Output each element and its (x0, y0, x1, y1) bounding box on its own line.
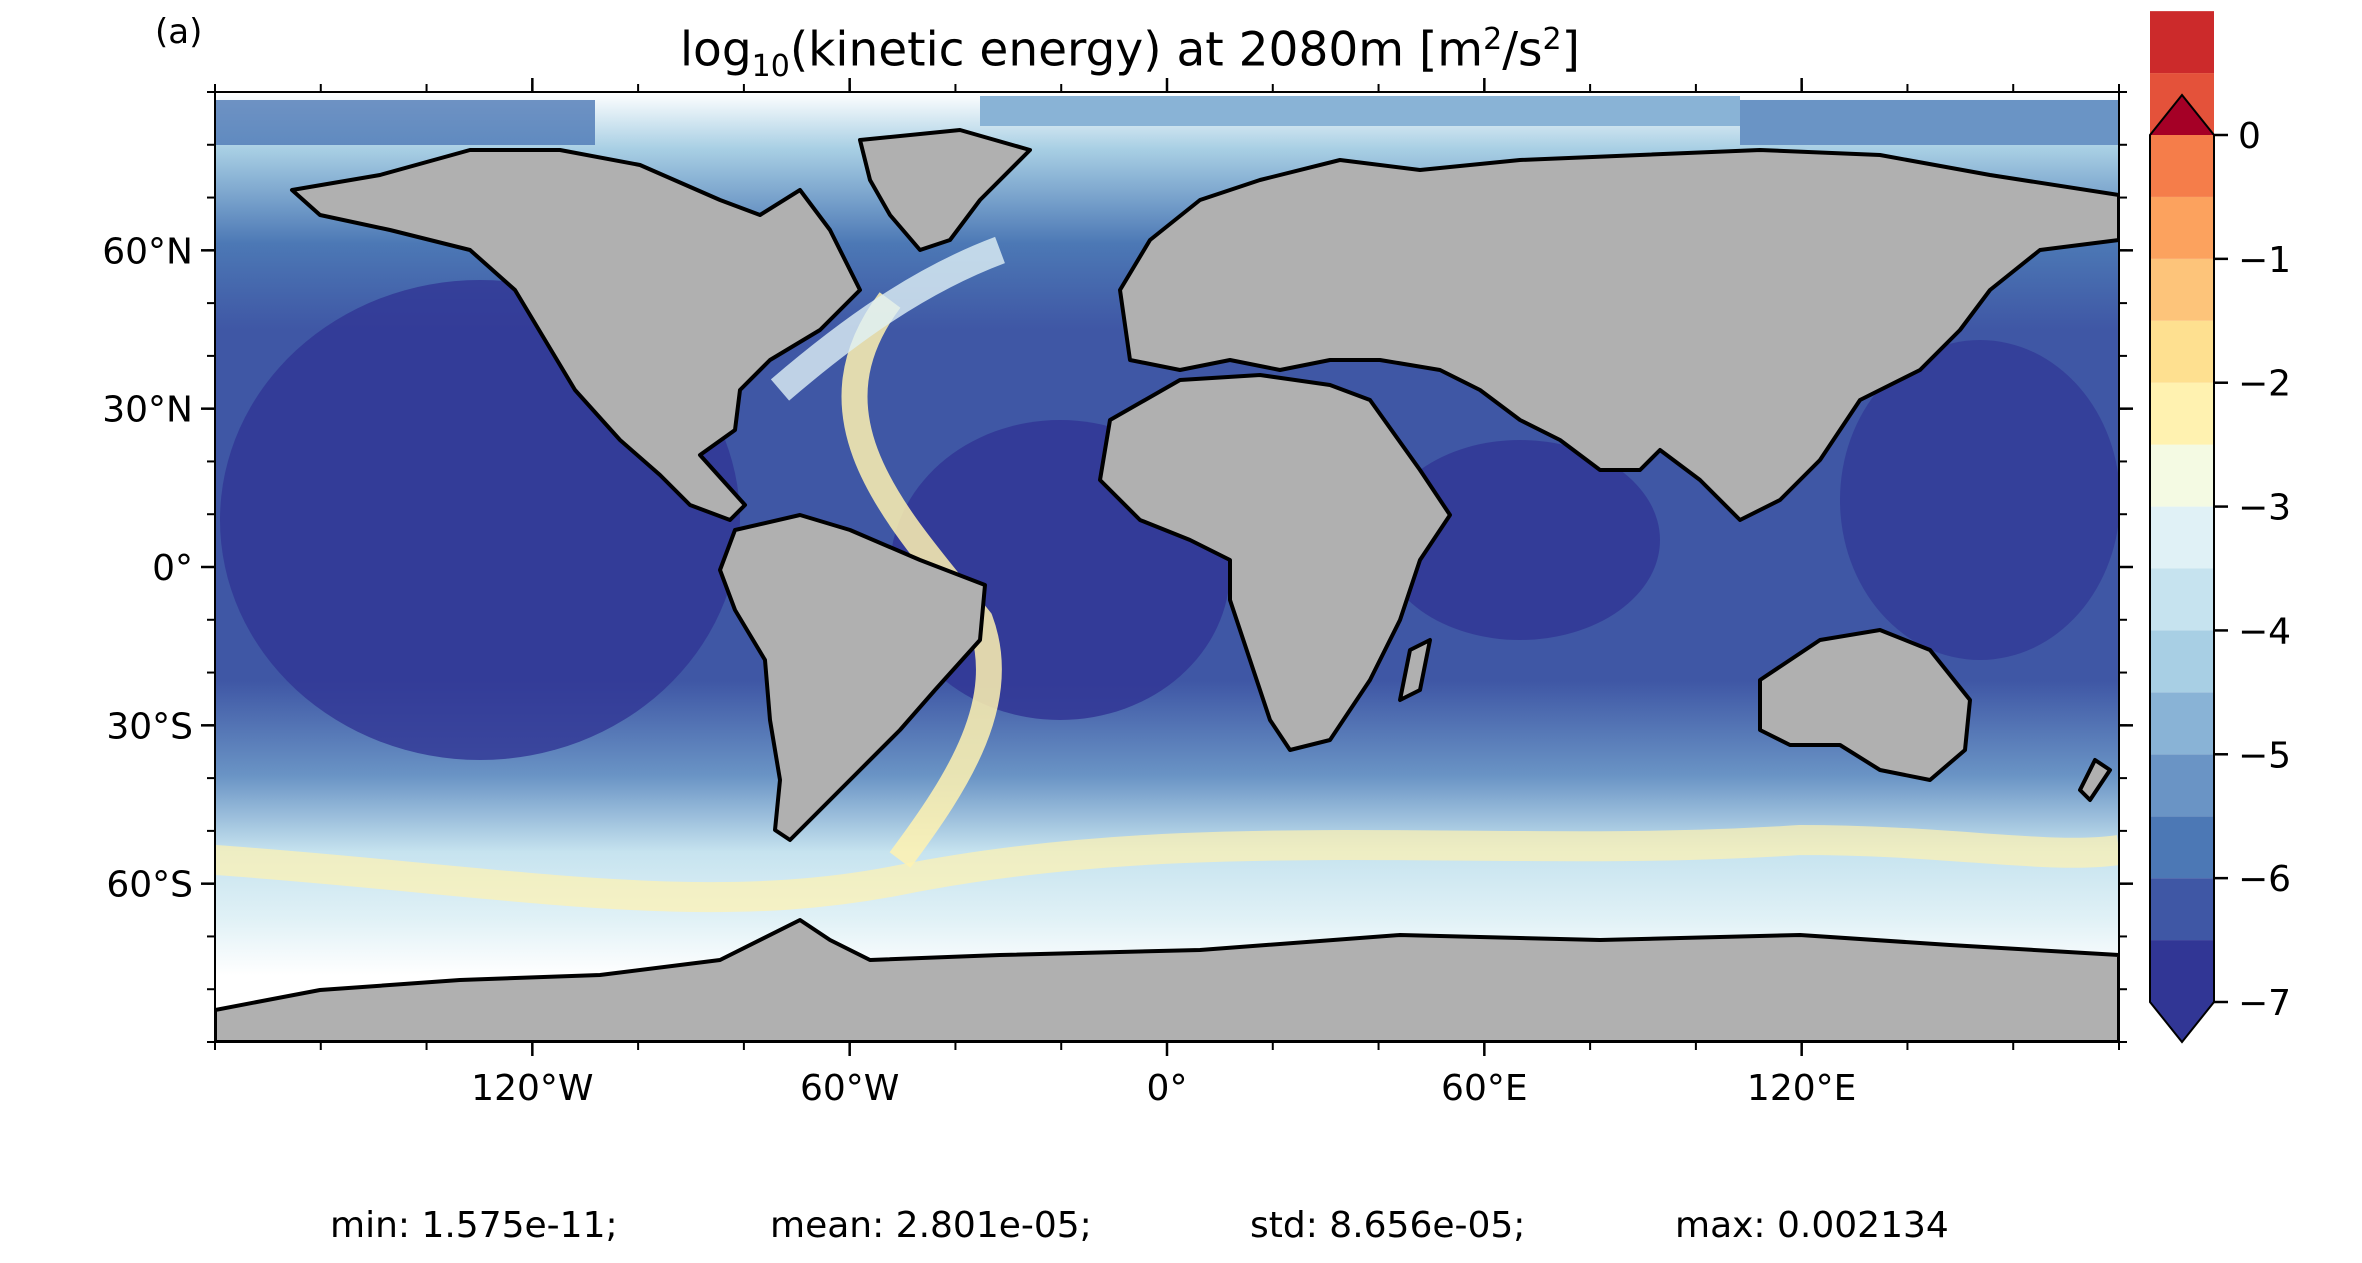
colorbar-segments (2149, 11, 2215, 1044)
colorbar-tick-label: 0 (2238, 116, 2261, 157)
x-tick-label: 120°E (1747, 1068, 1856, 1109)
colorbar-tick-label: −2 (2238, 364, 2291, 405)
colorbar-segment (2150, 568, 2214, 631)
x-tick-label: 120°W (471, 1068, 593, 1109)
colorbar-segment (2150, 258, 2214, 321)
colorbar-segment (2150, 196, 2214, 259)
colorbar-extend-min (2150, 1002, 2214, 1042)
arctic-band (215, 100, 595, 145)
title-middle: (kinetic energy) at 2080m [m (789, 22, 1484, 78)
europe-asia (1118, 148, 2119, 522)
title-superscript-2: 2 (1542, 22, 1562, 57)
colorbar-segment (2150, 692, 2214, 755)
south-america (718, 513, 987, 842)
y-tick-label: 30°N (102, 390, 193, 431)
southern-ocean-band (215, 824, 2119, 913)
colorbar-segment (2150, 940, 2214, 1002)
deep-west-pacific (1840, 340, 2119, 660)
stat-min: min: 1.575e-11; (330, 1205, 618, 1246)
colorbar-tick-label: −1 (2238, 240, 2291, 281)
colorbar-segment (2150, 320, 2214, 383)
africa (1098, 373, 1452, 752)
gulf-stream-band (770, 236, 1005, 401)
colorbar-extend-max (2150, 95, 2214, 135)
title-subscript: 10 (751, 49, 790, 85)
madagascar (1398, 638, 1432, 702)
x-tick-label: 60°W (800, 1068, 899, 1109)
title-superscript-1: 2 (1483, 22, 1503, 57)
colorbar-ticks: 0 −1 −2 −3 −4 −5 −6 −7 (2214, 116, 2291, 1024)
colorbar-segment (2150, 382, 2214, 445)
colorbar-segment (2150, 506, 2214, 569)
deep-indian (1380, 440, 1660, 640)
panel-label: (a) (155, 12, 203, 52)
colorbar-tick-label: −3 (2238, 488, 2291, 529)
antarctica (215, 918, 2119, 1042)
arctic-band (980, 96, 1740, 126)
title-prefix: log (680, 22, 752, 78)
greenland (858, 128, 1032, 252)
y-tick-label: 30°S (106, 706, 193, 747)
colorbar-segment (2150, 630, 2214, 693)
title-slash: /s (1502, 22, 1543, 78)
stat-mean: mean: 2.801e-05; (770, 1205, 1092, 1246)
colorbar-tick-label: −5 (2238, 735, 2291, 776)
colorbar-segment (2150, 878, 2214, 941)
y-tick-label: 0° (152, 548, 193, 589)
chart-title: log10(kinetic energy) at 2080m [m2/s2] (680, 22, 1580, 84)
colorbar-segment (2150, 11, 2214, 74)
new-zealand (2078, 758, 2112, 802)
colorbar-tick-label: −4 (2238, 611, 2291, 652)
colorbar-tick-label: −6 (2238, 859, 2291, 900)
colorbar-tick-label: −7 (2238, 983, 2291, 1024)
stat-max: max: 0.002134 (1675, 1205, 1949, 1246)
y-tick-label: 60°N (102, 231, 193, 272)
y-tick-label: 60°S (106, 865, 193, 906)
north-america (290, 148, 862, 522)
title-suffix: ] (1561, 22, 1580, 78)
x-tick-label: 0° (1147, 1068, 1188, 1109)
arctic-band (1740, 100, 2119, 145)
colorbar-segment (2150, 754, 2214, 817)
australia (1758, 628, 1972, 782)
x-tick-label: 60°E (1441, 1068, 1528, 1109)
colorbar-segment (2150, 816, 2214, 879)
colorbar-segment (2150, 135, 2214, 197)
stat-std: std: 8.656e-05; (1250, 1205, 1526, 1246)
map-ticks: 120°W 60°W 0° 60°E 120°E 60°N 30°N 0° 30°S 60°S (102, 78, 2133, 1109)
colorbar-segment (2150, 444, 2214, 507)
